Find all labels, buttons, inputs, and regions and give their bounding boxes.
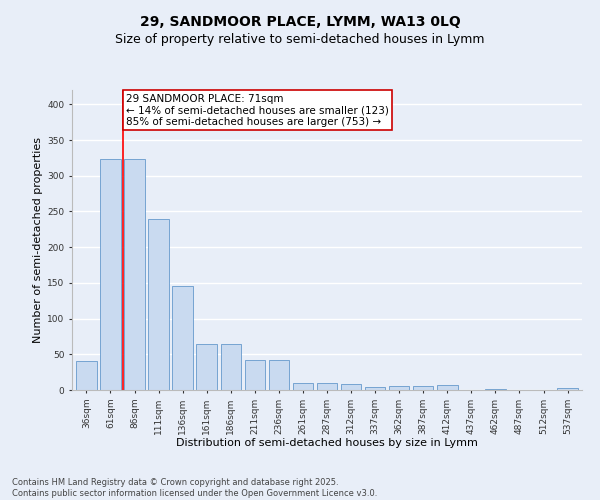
Bar [365,387,385,390]
Bar [148,218,169,390]
Bar [557,388,578,390]
Bar [76,362,97,390]
Bar [124,160,145,390]
Text: 29, SANDMOOR PLACE, LYMM, WA13 0LQ: 29, SANDMOOR PLACE, LYMM, WA13 0LQ [140,15,460,29]
Bar [341,384,361,390]
Bar [245,360,265,390]
Bar [389,386,409,390]
Text: Contains HM Land Registry data © Crown copyright and database right 2025.
Contai: Contains HM Land Registry data © Crown c… [12,478,377,498]
Text: 29 SANDMOOR PLACE: 71sqm
← 14% of semi-detached houses are smaller (123)
85% of : 29 SANDMOOR PLACE: 71sqm ← 14% of semi-d… [126,94,389,127]
Bar [100,160,121,390]
Y-axis label: Number of semi-detached properties: Number of semi-detached properties [33,137,43,343]
Bar [413,386,433,390]
Bar [269,360,289,390]
Bar [293,383,313,390]
Bar [196,344,217,390]
Bar [221,344,241,390]
Bar [437,385,458,390]
Bar [317,383,337,390]
Bar [172,286,193,390]
X-axis label: Distribution of semi-detached houses by size in Lymm: Distribution of semi-detached houses by … [176,438,478,448]
Text: Size of property relative to semi-detached houses in Lymm: Size of property relative to semi-detach… [115,32,485,46]
